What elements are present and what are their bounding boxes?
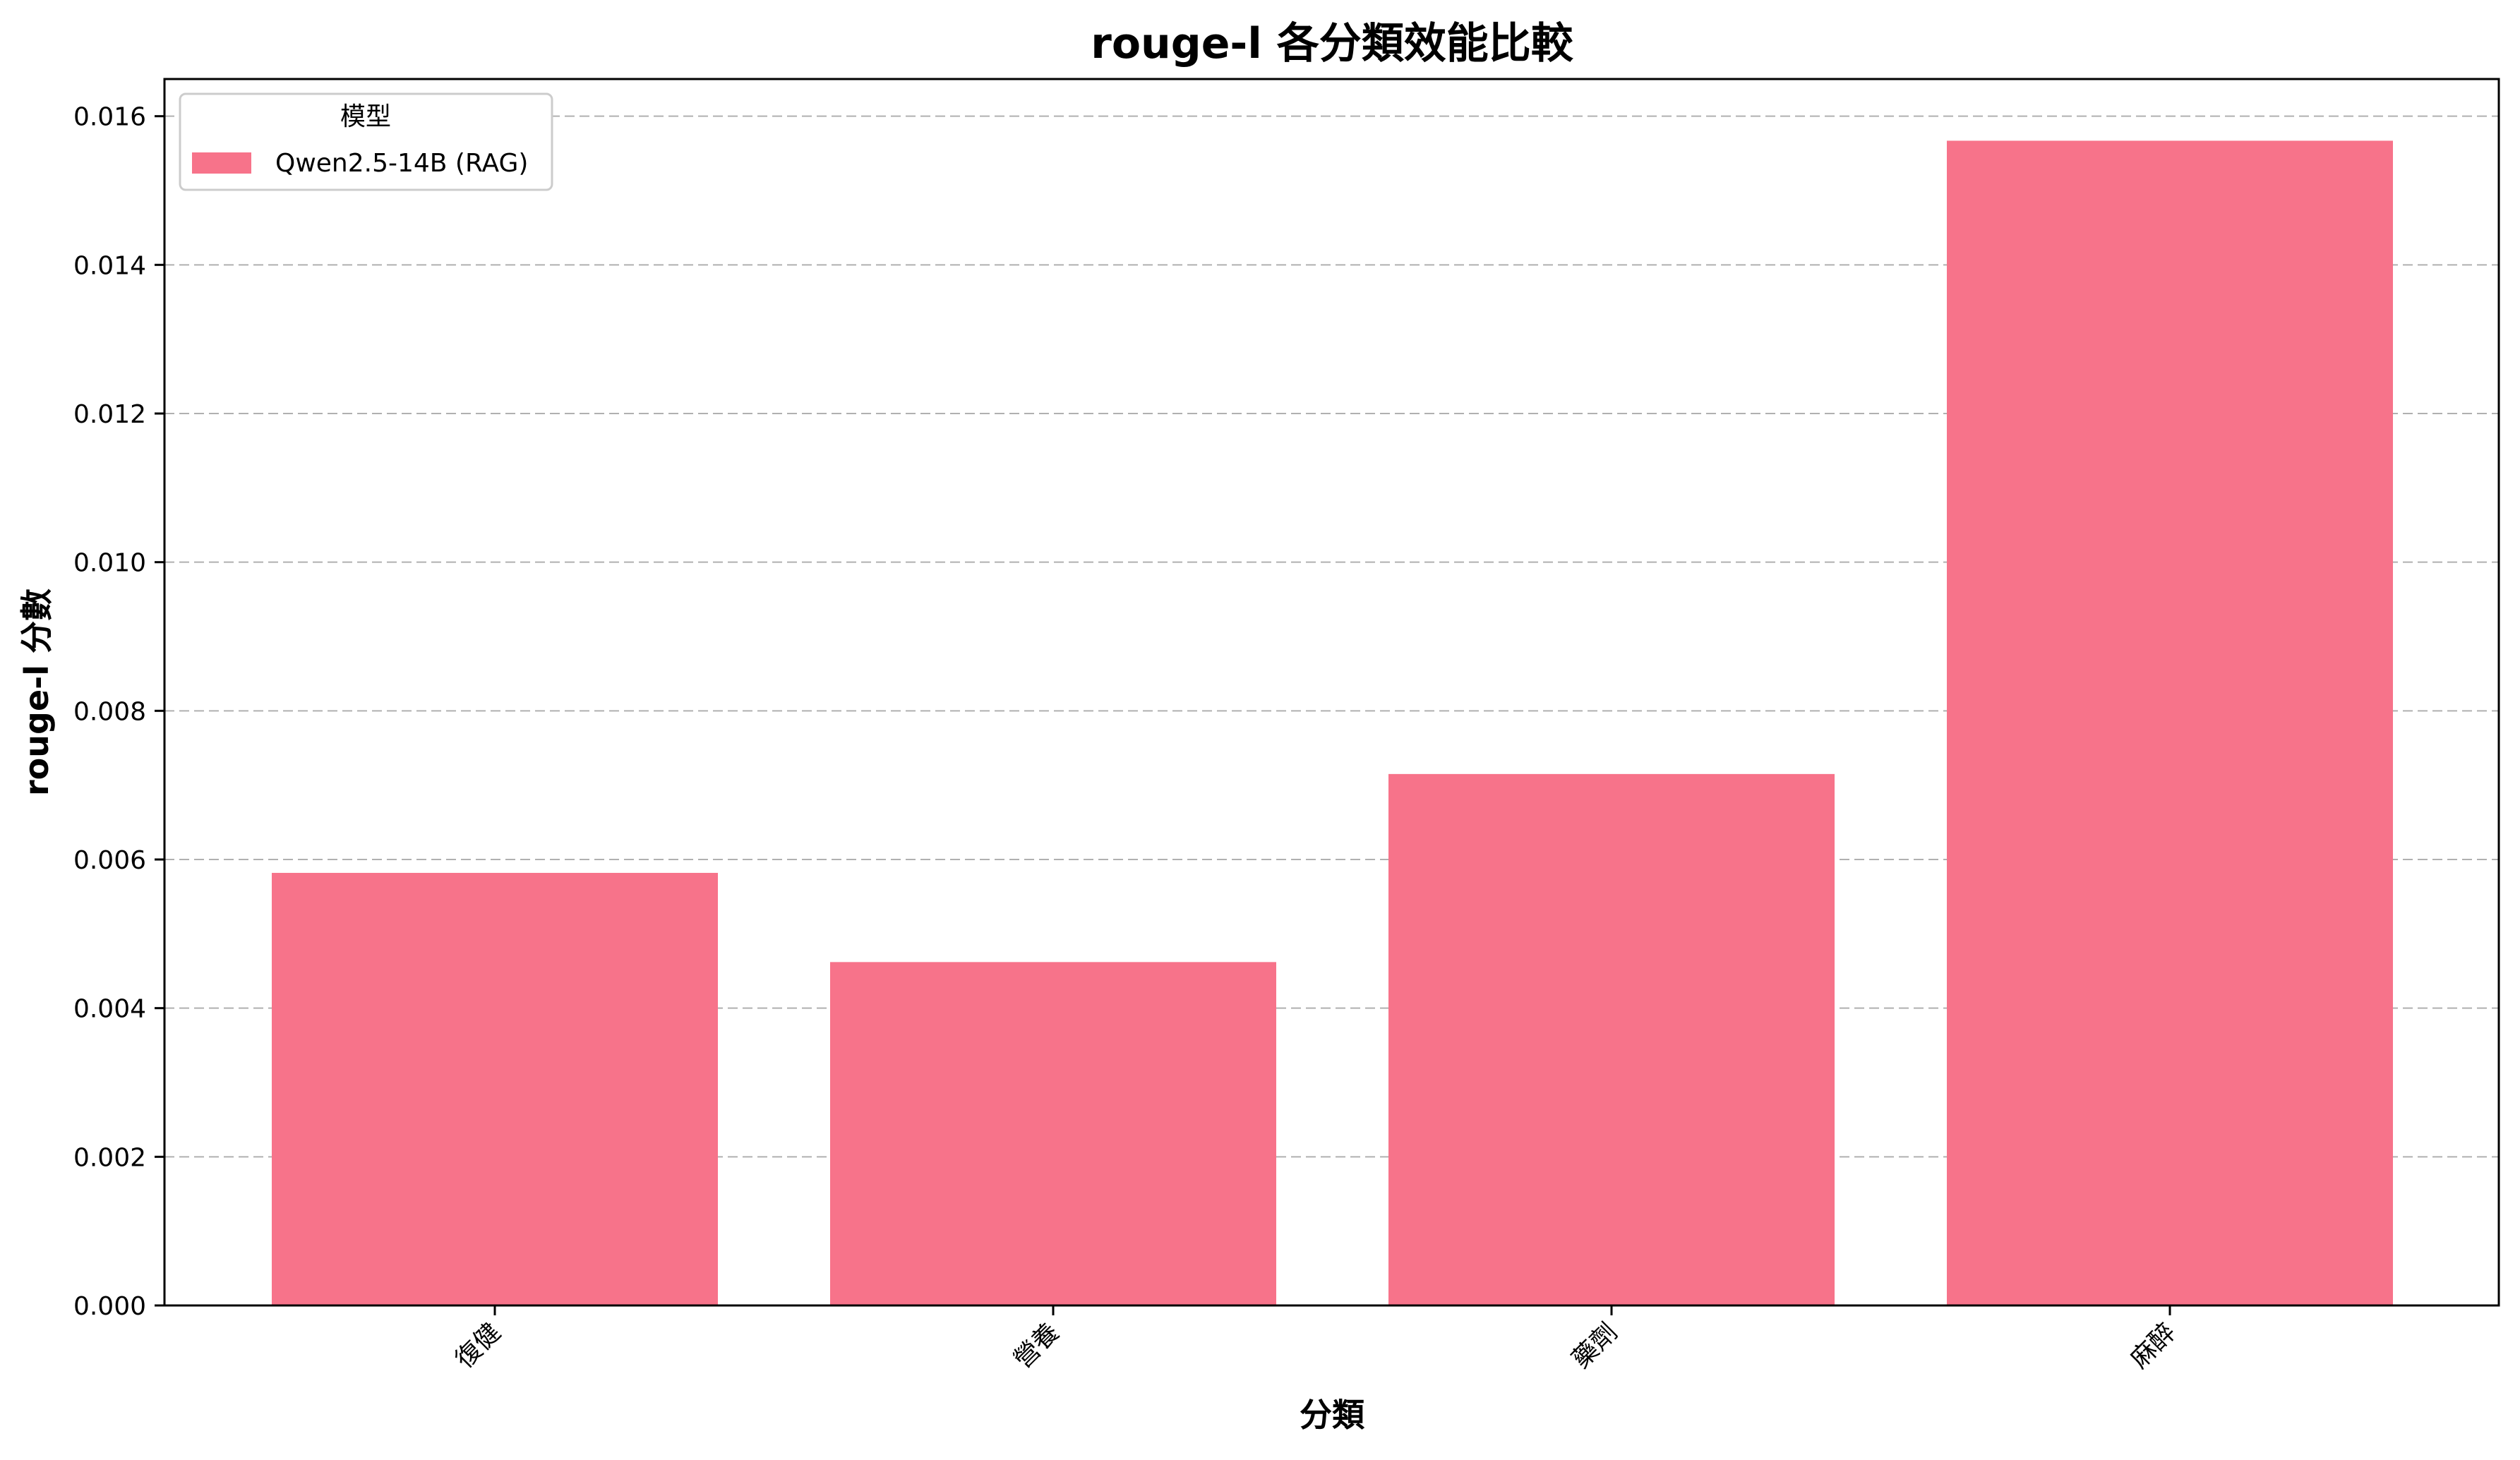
legend-swatch bbox=[192, 152, 251, 174]
bar-1 bbox=[272, 872, 718, 1305]
bar-2 bbox=[830, 962, 1276, 1305]
y-tick-label: 0.016 bbox=[73, 103, 146, 132]
legend-box bbox=[179, 92, 553, 191]
x-axis-label: 分類 bbox=[1300, 1396, 1365, 1434]
y-tick-label: 0.000 bbox=[73, 1292, 146, 1321]
y-tick-label: 0.008 bbox=[73, 697, 146, 726]
y-tick-label: 0.006 bbox=[73, 846, 146, 875]
chart-title: rouge-l 各分類效能比較 bbox=[1091, 19, 1574, 68]
legend: 模型 Qwen2.5-14B (RAG) bbox=[179, 92, 553, 191]
y-tick-label: 0.014 bbox=[73, 251, 146, 280]
legend-label: Qwen2.5-14B (RAG) bbox=[275, 149, 528, 178]
y-tick-label: 0.002 bbox=[73, 1143, 146, 1172]
bar-4 bbox=[1947, 140, 2393, 1306]
legend-title: 模型 bbox=[340, 102, 391, 131]
y-tick-label: 0.010 bbox=[73, 549, 146, 578]
y-tick-label: 0.012 bbox=[73, 400, 146, 429]
plot-frame bbox=[163, 78, 2500, 1307]
y-axis-label: rouge-l 分數 bbox=[18, 589, 56, 796]
y-ticks: 0.000 0.002 0.004 0.006 0.008 0.010 0.012 0.014… bbox=[73, 103, 164, 1321]
y-tick-label: 0.004 bbox=[73, 995, 146, 1024]
bars bbox=[272, 140, 2393, 1306]
bar-3 bbox=[1388, 773, 1835, 1305]
